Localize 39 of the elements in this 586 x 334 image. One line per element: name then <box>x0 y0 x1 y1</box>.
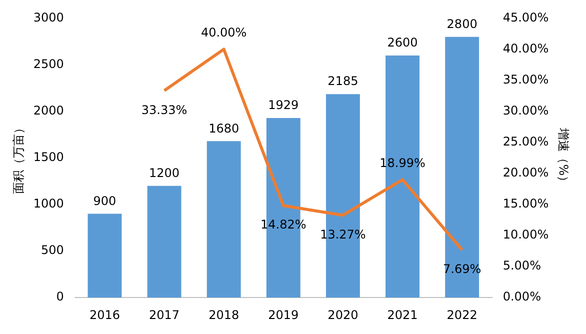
y2-tick-label: 40.00% <box>502 41 549 56</box>
bar <box>88 214 122 298</box>
y2-tick-label: 15.00% <box>502 196 549 211</box>
y2-tick-label: 45.00% <box>502 10 549 24</box>
data-label: 1680 <box>208 121 240 136</box>
y2-axis-title: 增速（%） <box>556 127 571 188</box>
x-tick-label: 2021 <box>387 308 418 322</box>
y-tick-label: 2000 <box>33 103 64 118</box>
bar <box>445 36 480 298</box>
data-label: 2185 <box>328 74 358 88</box>
y-axis-title: 面积（万亩） <box>11 122 26 194</box>
y-tick-label: 1000 <box>33 196 64 211</box>
x-tick-label: 2022 <box>446 308 478 322</box>
bar <box>206 141 241 298</box>
y-tick-label: 0 <box>56 290 64 304</box>
data-label: 1929 <box>268 98 299 112</box>
y-tick-label: 500 <box>41 243 64 258</box>
y2-tick-label: 20.00% <box>502 166 549 180</box>
y-tick-label: 1500 <box>33 150 64 164</box>
y-tick-label: 3000 <box>33 10 64 24</box>
data-label: 40.00% <box>200 25 247 40</box>
y2-tick-label: 5.00% <box>502 258 541 273</box>
data-label: 1200 <box>149 166 180 180</box>
y2-tick-label: 10.00% <box>502 228 549 242</box>
y2-tick-label: 30.00% <box>502 103 549 118</box>
bar <box>147 186 182 298</box>
y2-tick-label: 35.00% <box>502 72 549 86</box>
x-tick-label: 2017 <box>149 308 180 322</box>
data-label: 900 <box>93 194 116 208</box>
data-label: 2600 <box>387 36 418 50</box>
data-label: 2800 <box>446 16 478 31</box>
data-label: 33.33% <box>141 102 188 117</box>
y-tick-label: 2500 <box>33 56 64 71</box>
y2-tick-label: 0.00% <box>502 290 541 304</box>
x-tick-label: 2019 <box>268 308 299 322</box>
x-tick-label: 2018 <box>208 308 240 322</box>
y2-tick-label: 25.00% <box>502 134 549 149</box>
x-tick-label: 2016 <box>89 308 120 322</box>
x-tick-label: 2020 <box>328 308 358 322</box>
